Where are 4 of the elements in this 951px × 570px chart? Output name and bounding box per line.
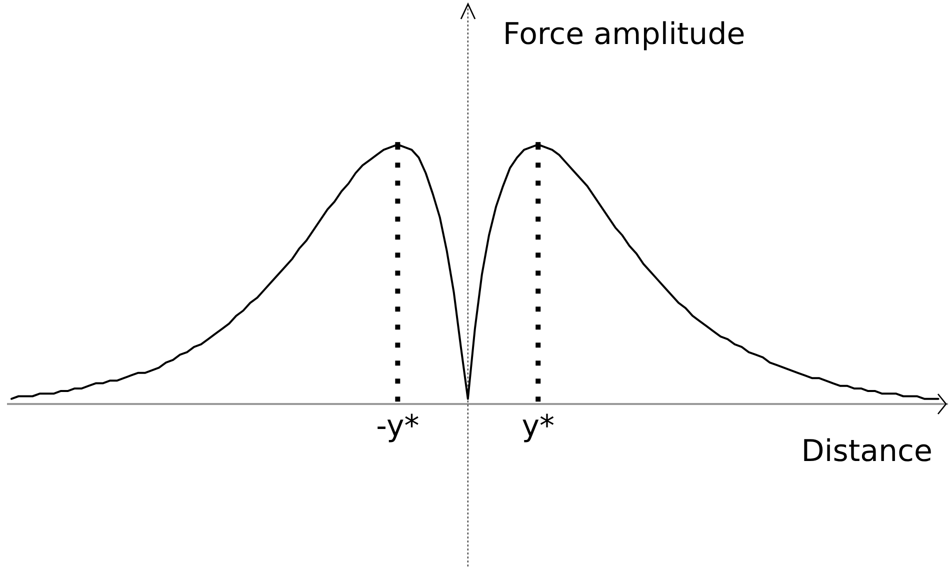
x-tick-label: y*: [522, 408, 554, 444]
x-tick-label: -y*: [376, 408, 420, 444]
y-axis-title: Force amplitude: [502, 17, 746, 52]
x-axis-title: Distance: [801, 434, 932, 470]
